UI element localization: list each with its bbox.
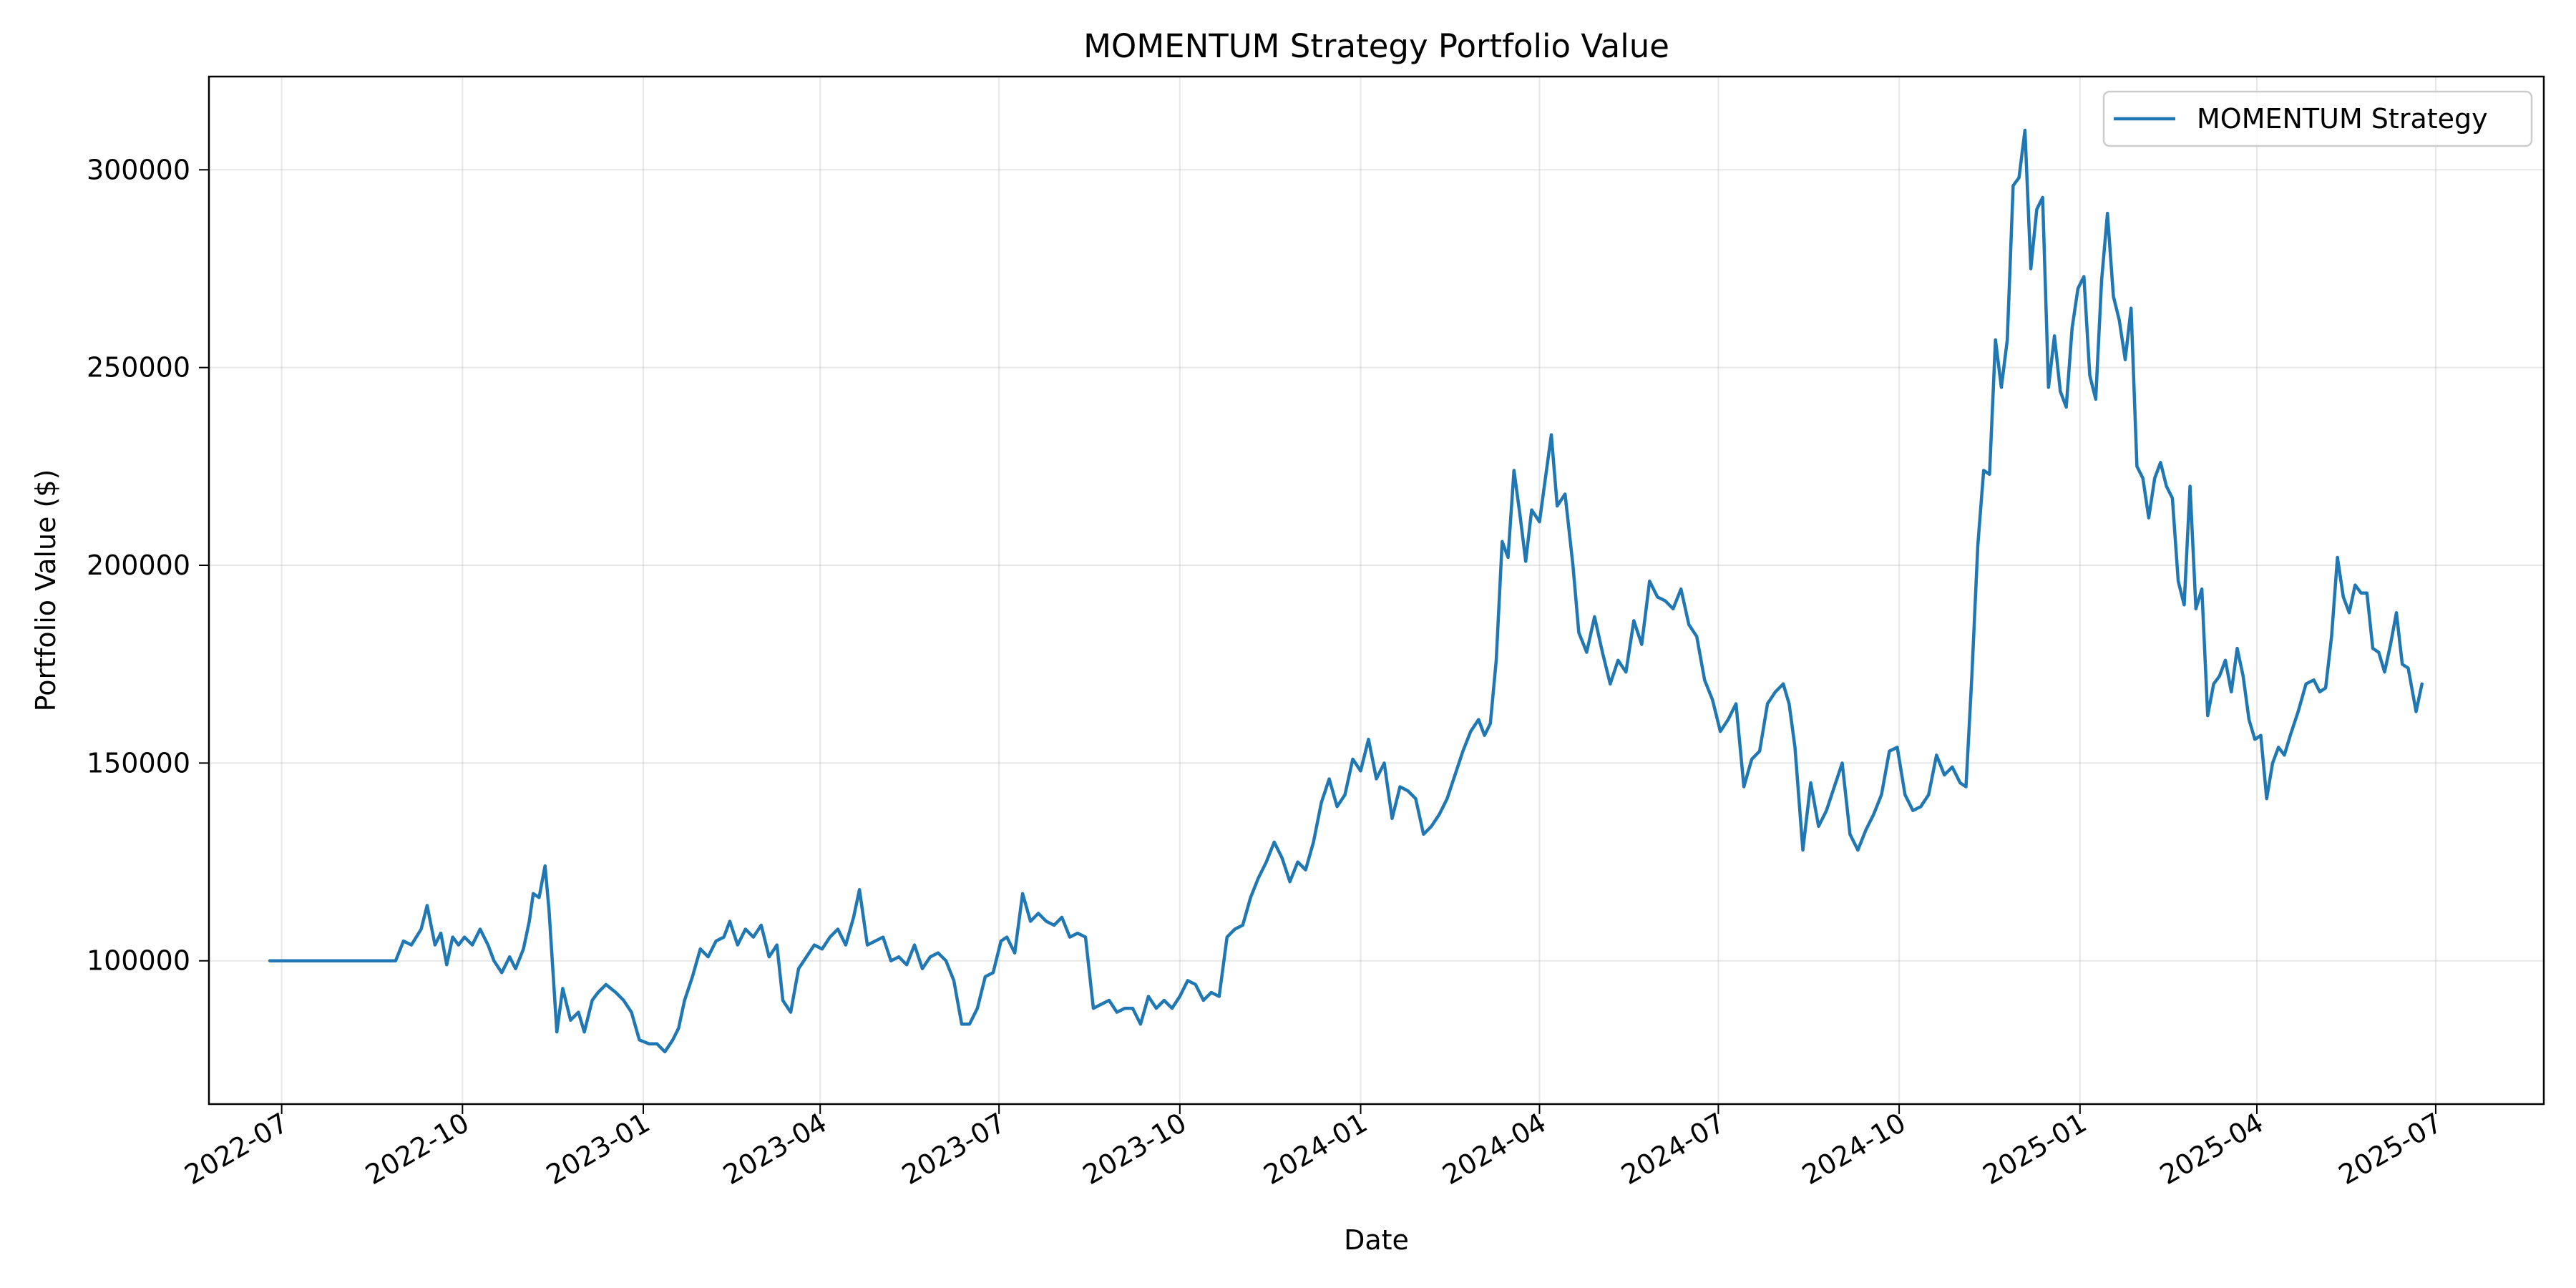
y-tick-label: 300000	[87, 154, 190, 185]
y-axis-label: Portfolio Value ($)	[30, 469, 62, 712]
legend: MOMENTUM Strategy	[2102, 90, 2533, 147]
chart-title: MOMENTUM Strategy Portfolio Value	[1083, 27, 1669, 65]
series-line-0	[268, 128, 2424, 1054]
x-axis-label: Date	[1344, 1224, 1409, 1256]
grid	[209, 77, 2544, 1104]
y-tick-label: 100000	[87, 945, 190, 977]
plot-frame	[208, 75, 2545, 1106]
y-tick-label: 150000	[87, 747, 190, 779]
series-layer	[268, 128, 2424, 1054]
legend-item-momentum-strategy: MOMENTUM Strategy	[2197, 103, 2488, 135]
y-tick-label: 250000	[87, 352, 190, 384]
legend-box	[2102, 90, 2533, 147]
y-tick-label: 200000	[87, 550, 190, 581]
